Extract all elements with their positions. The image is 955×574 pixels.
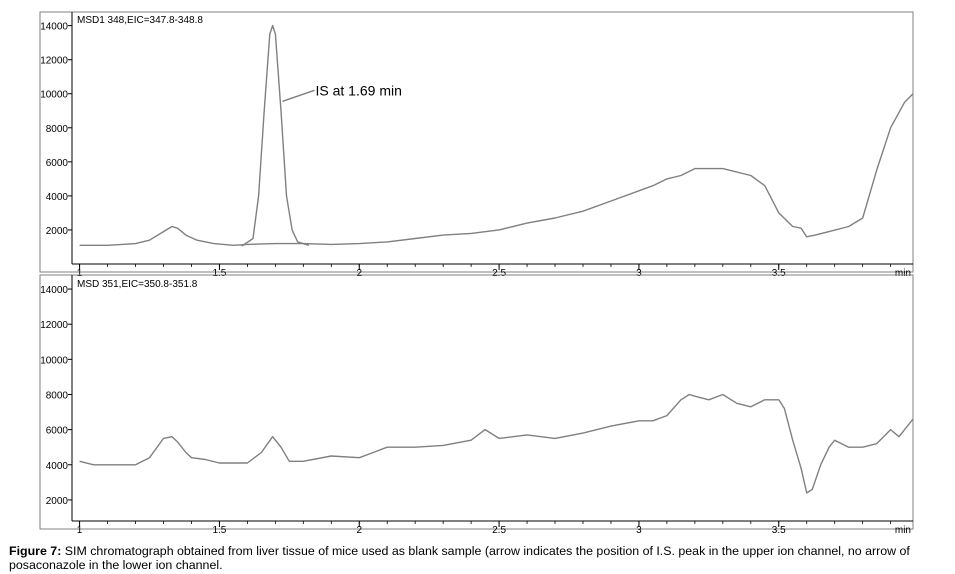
panel1-frame xyxy=(39,11,914,273)
panel2-x-tick-label: 2.5 xyxy=(492,525,506,536)
panel1-annotation-arrow xyxy=(282,89,315,102)
panel2-x-tick-label: 2 xyxy=(356,525,362,536)
panel1-series-2-line xyxy=(241,24,310,247)
panel1-x-tick-label: 3.5 xyxy=(772,268,786,279)
panel2-y-tick-label: 2000 xyxy=(46,496,69,507)
panel1-y-tick-label: 10000 xyxy=(40,90,68,101)
panel1-y-tick-label: 4000 xyxy=(46,192,69,203)
panel1-x-tick-label: 2.5 xyxy=(492,268,506,279)
caption-label: Figure 7: xyxy=(9,544,62,558)
figure-caption: Figure 7: SIM chromatograph obtained fro… xyxy=(9,544,954,572)
panel1-y-tick-label: 6000 xyxy=(46,158,69,169)
panel1-annotation-label: IS at 1.69 min xyxy=(316,82,402,98)
panel1-x-axis-label: min xyxy=(895,268,911,279)
panel2-title: MSD 351,EIC=350.8-351.8 xyxy=(77,279,198,290)
panel1-y-tick-label: 8000 xyxy=(46,124,69,135)
panel1-x-tick-label: 3 xyxy=(636,268,642,279)
panel2-y-tick-label: 14000 xyxy=(40,285,68,296)
panel2-x-axis-label: min xyxy=(895,525,911,536)
panel2-y-tick-label: 12000 xyxy=(40,320,68,331)
panel2-y-tick-label: 4000 xyxy=(46,461,69,472)
panel2-frame xyxy=(39,274,914,530)
panel1-title: MSD1 348,EIC=347.8-348.8 xyxy=(77,15,203,26)
panel2-x-tick-label: 1.5 xyxy=(212,525,226,536)
panel1-x-tick-label: 2 xyxy=(356,268,362,279)
panel2-y-tick-label: 6000 xyxy=(46,426,69,437)
panel2-y-tick-label: 10000 xyxy=(40,355,68,366)
panel1-x-tick-label: 1.5 xyxy=(212,268,226,279)
panel1-series-1-line xyxy=(79,93,914,246)
panel1-y-tick-label: 14000 xyxy=(40,22,68,33)
caption-text: SIM chromatograph obtained from liver ti… xyxy=(9,544,910,572)
panel1-y-tick-label: 12000 xyxy=(40,56,68,67)
panel1-x-tick-label: 1 xyxy=(77,268,83,279)
panel1-y-tick-label: 2000 xyxy=(46,226,69,237)
panel2-x-tick-label: 3.5 xyxy=(772,525,786,536)
panel2-x-tick-label: 1 xyxy=(77,525,83,536)
panel2-series-1-line xyxy=(79,393,914,494)
panel2-y-tick-label: 8000 xyxy=(46,390,69,401)
panel2-x-tick-label: 3 xyxy=(636,525,642,536)
